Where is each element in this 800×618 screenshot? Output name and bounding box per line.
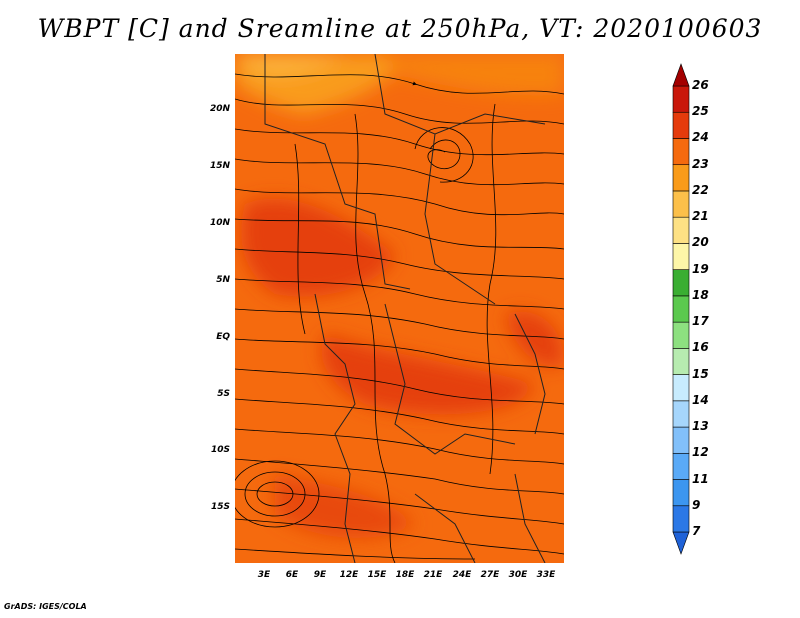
lon-tick-label: 12E <box>339 570 359 580</box>
colorbar-label: 26 <box>692 78 709 92</box>
lon-tick-label: 33E <box>536 570 556 580</box>
lat-tick-label: 15N <box>209 161 230 171</box>
colorbar-box <box>672 138 690 166</box>
country-borders <box>264 54 546 563</box>
colorbar-box <box>672 269 690 297</box>
lat-tick-label: 10N <box>209 218 230 228</box>
colorbar-label: 22 <box>692 182 709 197</box>
colorbar-box <box>672 348 690 375</box>
colorbar-box <box>672 243 690 270</box>
colorbar-label: 13 <box>692 419 709 434</box>
colorbar-label: 11 <box>692 471 709 486</box>
lat-tick-label: 10S <box>210 445 230 455</box>
colorbar-label: 23 <box>692 156 709 171</box>
colorbar-label: 7 <box>692 524 701 538</box>
colorbar-label: 18 <box>692 287 709 302</box>
colorbar-bottom-arrow <box>672 531 690 555</box>
colorbar-label: 20 <box>692 235 709 250</box>
colorbar-box <box>672 321 690 349</box>
lat-tick-label: 20N <box>209 104 230 114</box>
colorbar-box <box>672 479 690 507</box>
grads-credit: GrADS: IGES/COLA <box>4 602 87 611</box>
lon-tick-label: 21E <box>423 570 443 580</box>
lon-tick-label: 30E <box>508 570 528 580</box>
lon-tick-label: 15E <box>367 570 387 580</box>
colorbar-label: 24 <box>692 130 709 145</box>
lon-tick-label: 6E <box>285 570 299 580</box>
lat-tick-label: 5S <box>217 389 230 399</box>
lon-tick-label: 27E <box>480 570 500 580</box>
lat-tick-label: 5N <box>216 275 230 285</box>
colorbar-box <box>672 111 690 139</box>
lon-tick-label: 3E <box>257 570 271 580</box>
colorbar-box <box>672 216 690 244</box>
colorbar-box <box>672 85 690 113</box>
colorbar-box <box>672 505 690 533</box>
colorbar-label: 25 <box>692 104 709 119</box>
streamlines <box>235 73 564 563</box>
colorbar-box <box>672 400 690 428</box>
lat-tick-label: EQ <box>216 332 230 342</box>
colorbar-label: 21 <box>692 209 709 224</box>
colorbar-box <box>672 164 690 192</box>
colorbar-top-arrow <box>672 63 690 87</box>
colorbar-label: 19 <box>692 261 709 276</box>
chart-title: WBPT [C] and Sreamline at 250hPa, VT: 20… <box>37 14 763 43</box>
colorbar-label: 16 <box>692 340 709 355</box>
lon-tick-label: 9E <box>313 570 327 580</box>
map-panel <box>235 54 564 563</box>
colorbar-label: 15 <box>692 366 709 381</box>
lat-tick-label: 15S <box>210 502 230 512</box>
lon-tick-label: 24E <box>452 570 472 580</box>
colorbar-label: 9 <box>692 497 701 512</box>
colorbar-box <box>672 295 690 323</box>
colorbar-label: 14 <box>692 392 709 407</box>
colorbar-label: 17 <box>692 314 709 329</box>
colorbar-box <box>672 190 690 218</box>
colorbar-box <box>672 426 690 454</box>
colorbar-box <box>672 374 690 402</box>
colorbar-label: 12 <box>692 445 709 460</box>
colorbar-box <box>672 452 690 480</box>
lon-tick-label: 18E <box>395 570 415 580</box>
